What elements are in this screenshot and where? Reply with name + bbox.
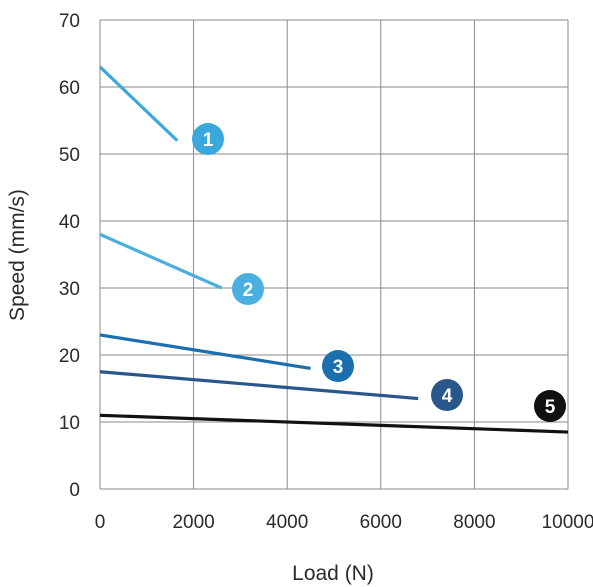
series-badge-circle xyxy=(322,350,354,382)
series-badge-label: 1 xyxy=(203,130,214,151)
series-badge-circle xyxy=(232,273,264,305)
series-badge-circle xyxy=(431,379,463,411)
series-badge-label: 4 xyxy=(442,386,453,407)
grid xyxy=(99,19,569,490)
series-badge-1: 1 xyxy=(192,123,224,155)
series-badge-label: 3 xyxy=(333,357,344,378)
series-line-1 xyxy=(98,65,179,142)
x-tick-label: 4000 xyxy=(266,512,308,533)
x-tick-label: 2000 xyxy=(172,512,214,533)
series-badge-3: 3 xyxy=(322,350,354,382)
series-lines xyxy=(98,65,569,434)
series-line-4 xyxy=(99,370,419,401)
series-badge-2: 2 xyxy=(232,273,264,305)
y-tick-label: 0 xyxy=(69,480,80,501)
series-badge-circle xyxy=(192,123,224,155)
y-tick-label: 40 xyxy=(59,212,80,233)
y-tick-label: 10 xyxy=(59,413,80,434)
x-tick-label: 6000 xyxy=(360,512,402,533)
y-tick-label: 70 xyxy=(59,11,80,32)
series-line-2 xyxy=(99,232,223,290)
tick-labels: 0 2000 4000 6000 8000 10000 0 10 20 30 40 50 60 70 xyxy=(59,11,593,533)
y-tick-label: 60 xyxy=(59,78,80,99)
series-badge-label: 5 xyxy=(545,397,556,418)
y-axis-title: Speed (mm/s) xyxy=(6,189,29,321)
y-tick-label: 20 xyxy=(59,346,80,367)
series-badge-circle xyxy=(534,390,566,422)
x-axis-title: Load (N) xyxy=(292,562,374,585)
series-line-5 xyxy=(99,413,569,434)
series-badges: 1 2 3 4 5 xyxy=(192,123,566,422)
series-badge-4: 4 xyxy=(431,379,463,411)
y-tick-label: 30 xyxy=(59,279,80,300)
x-tick-label: 10000 xyxy=(542,512,593,533)
series-badge-label: 2 xyxy=(243,280,254,301)
series-badge-5: 5 xyxy=(534,390,566,422)
x-tick-label: 8000 xyxy=(453,512,495,533)
x-tick-label: 0 xyxy=(95,512,106,533)
series-line-3 xyxy=(99,333,311,370)
y-tick-label: 50 xyxy=(59,145,80,166)
